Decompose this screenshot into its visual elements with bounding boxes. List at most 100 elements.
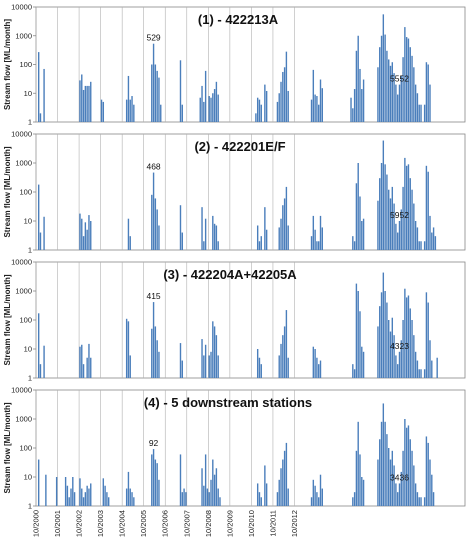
y-tick-label: 1000	[15, 287, 32, 296]
bar	[350, 97, 352, 122]
bar	[314, 349, 316, 378]
panel-1: 1 10 100 1000 10000 Stream flow [ML/month] (1)…	[3, 3, 466, 127]
bar	[81, 74, 83, 122]
bar	[391, 317, 394, 378]
bar	[133, 497, 135, 506]
bar	[353, 492, 356, 506]
bar	[382, 272, 385, 378]
bar	[355, 183, 358, 250]
bar	[280, 468, 282, 506]
bar	[258, 357, 261, 378]
bar	[432, 492, 435, 506]
bar	[353, 369, 356, 378]
bar	[106, 492, 108, 506]
bar	[423, 369, 426, 378]
bar	[152, 302, 155, 378]
bar	[404, 27, 406, 122]
bar	[90, 357, 92, 378]
bar	[362, 79, 365, 122]
bar	[398, 221, 401, 250]
bar	[287, 357, 289, 378]
bar	[204, 344, 207, 378]
x-tick-label: 10/2012	[290, 510, 299, 537]
x-tick-label: 10/2009	[225, 510, 234, 537]
bar	[396, 94, 399, 122]
bar	[355, 50, 358, 123]
bar	[39, 364, 42, 378]
bar	[314, 485, 316, 506]
peak-label: 3436	[390, 472, 409, 482]
bar	[86, 229, 88, 250]
bar	[361, 89, 363, 122]
bar	[127, 75, 130, 122]
bar	[125, 99, 128, 122]
bar	[203, 241, 205, 250]
bar	[151, 454, 153, 506]
bar	[388, 320, 390, 378]
bar	[377, 326, 379, 378]
bar	[355, 283, 358, 378]
bar	[203, 101, 205, 122]
bar	[217, 488, 219, 506]
bar	[377, 67, 379, 122]
bar	[352, 364, 354, 378]
bar	[318, 364, 320, 378]
bar	[217, 94, 219, 122]
bar	[201, 468, 203, 506]
secondary-peak-label: 468	[146, 162, 160, 172]
bar	[256, 225, 259, 250]
bar	[37, 184, 40, 250]
bar	[90, 81, 92, 122]
bar	[125, 488, 128, 506]
bar	[411, 189, 413, 250]
y-tick-label: 10	[24, 345, 32, 354]
bar	[382, 140, 385, 250]
bar	[280, 218, 282, 250]
y-axis-label: Stream flow [ML/month]	[3, 146, 12, 237]
bar	[413, 465, 415, 506]
bar	[388, 448, 390, 506]
bar	[413, 335, 415, 378]
bar	[425, 292, 428, 378]
bar	[37, 459, 40, 506]
panel-title: (2) - 422201E/F	[194, 139, 285, 154]
y-tick-label: 100	[19, 444, 32, 453]
y-tick-label: 1000	[15, 159, 32, 168]
bar	[102, 101, 105, 122]
bar	[310, 236, 313, 250]
bar	[352, 108, 354, 122]
bar	[258, 241, 261, 250]
bar	[407, 38, 410, 122]
y-tick-label: 1	[28, 374, 32, 383]
bar	[310, 497, 313, 506]
bar	[55, 477, 58, 506]
bar	[407, 425, 410, 506]
bar	[379, 178, 381, 250]
bar	[418, 369, 420, 378]
bar	[129, 488, 131, 506]
bar	[386, 434, 388, 506]
bar	[357, 163, 359, 250]
bar	[258, 492, 261, 506]
bar	[181, 360, 183, 378]
bar	[278, 479, 280, 506]
bar	[43, 345, 45, 378]
bar	[208, 96, 210, 122]
bar	[264, 84, 266, 122]
y-tick-label: 10000	[11, 130, 32, 139]
bar	[407, 164, 410, 250]
y-tick-label: 100	[19, 188, 32, 197]
bar	[353, 241, 356, 250]
bar	[129, 99, 131, 122]
bar	[404, 288, 406, 378]
bar	[213, 89, 216, 122]
bar	[393, 203, 395, 250]
bar	[427, 442, 429, 506]
bar	[127, 321, 130, 378]
bar	[416, 227, 419, 250]
bar	[39, 232, 42, 250]
bar	[213, 223, 216, 250]
bar	[384, 421, 386, 506]
bar	[215, 225, 218, 250]
